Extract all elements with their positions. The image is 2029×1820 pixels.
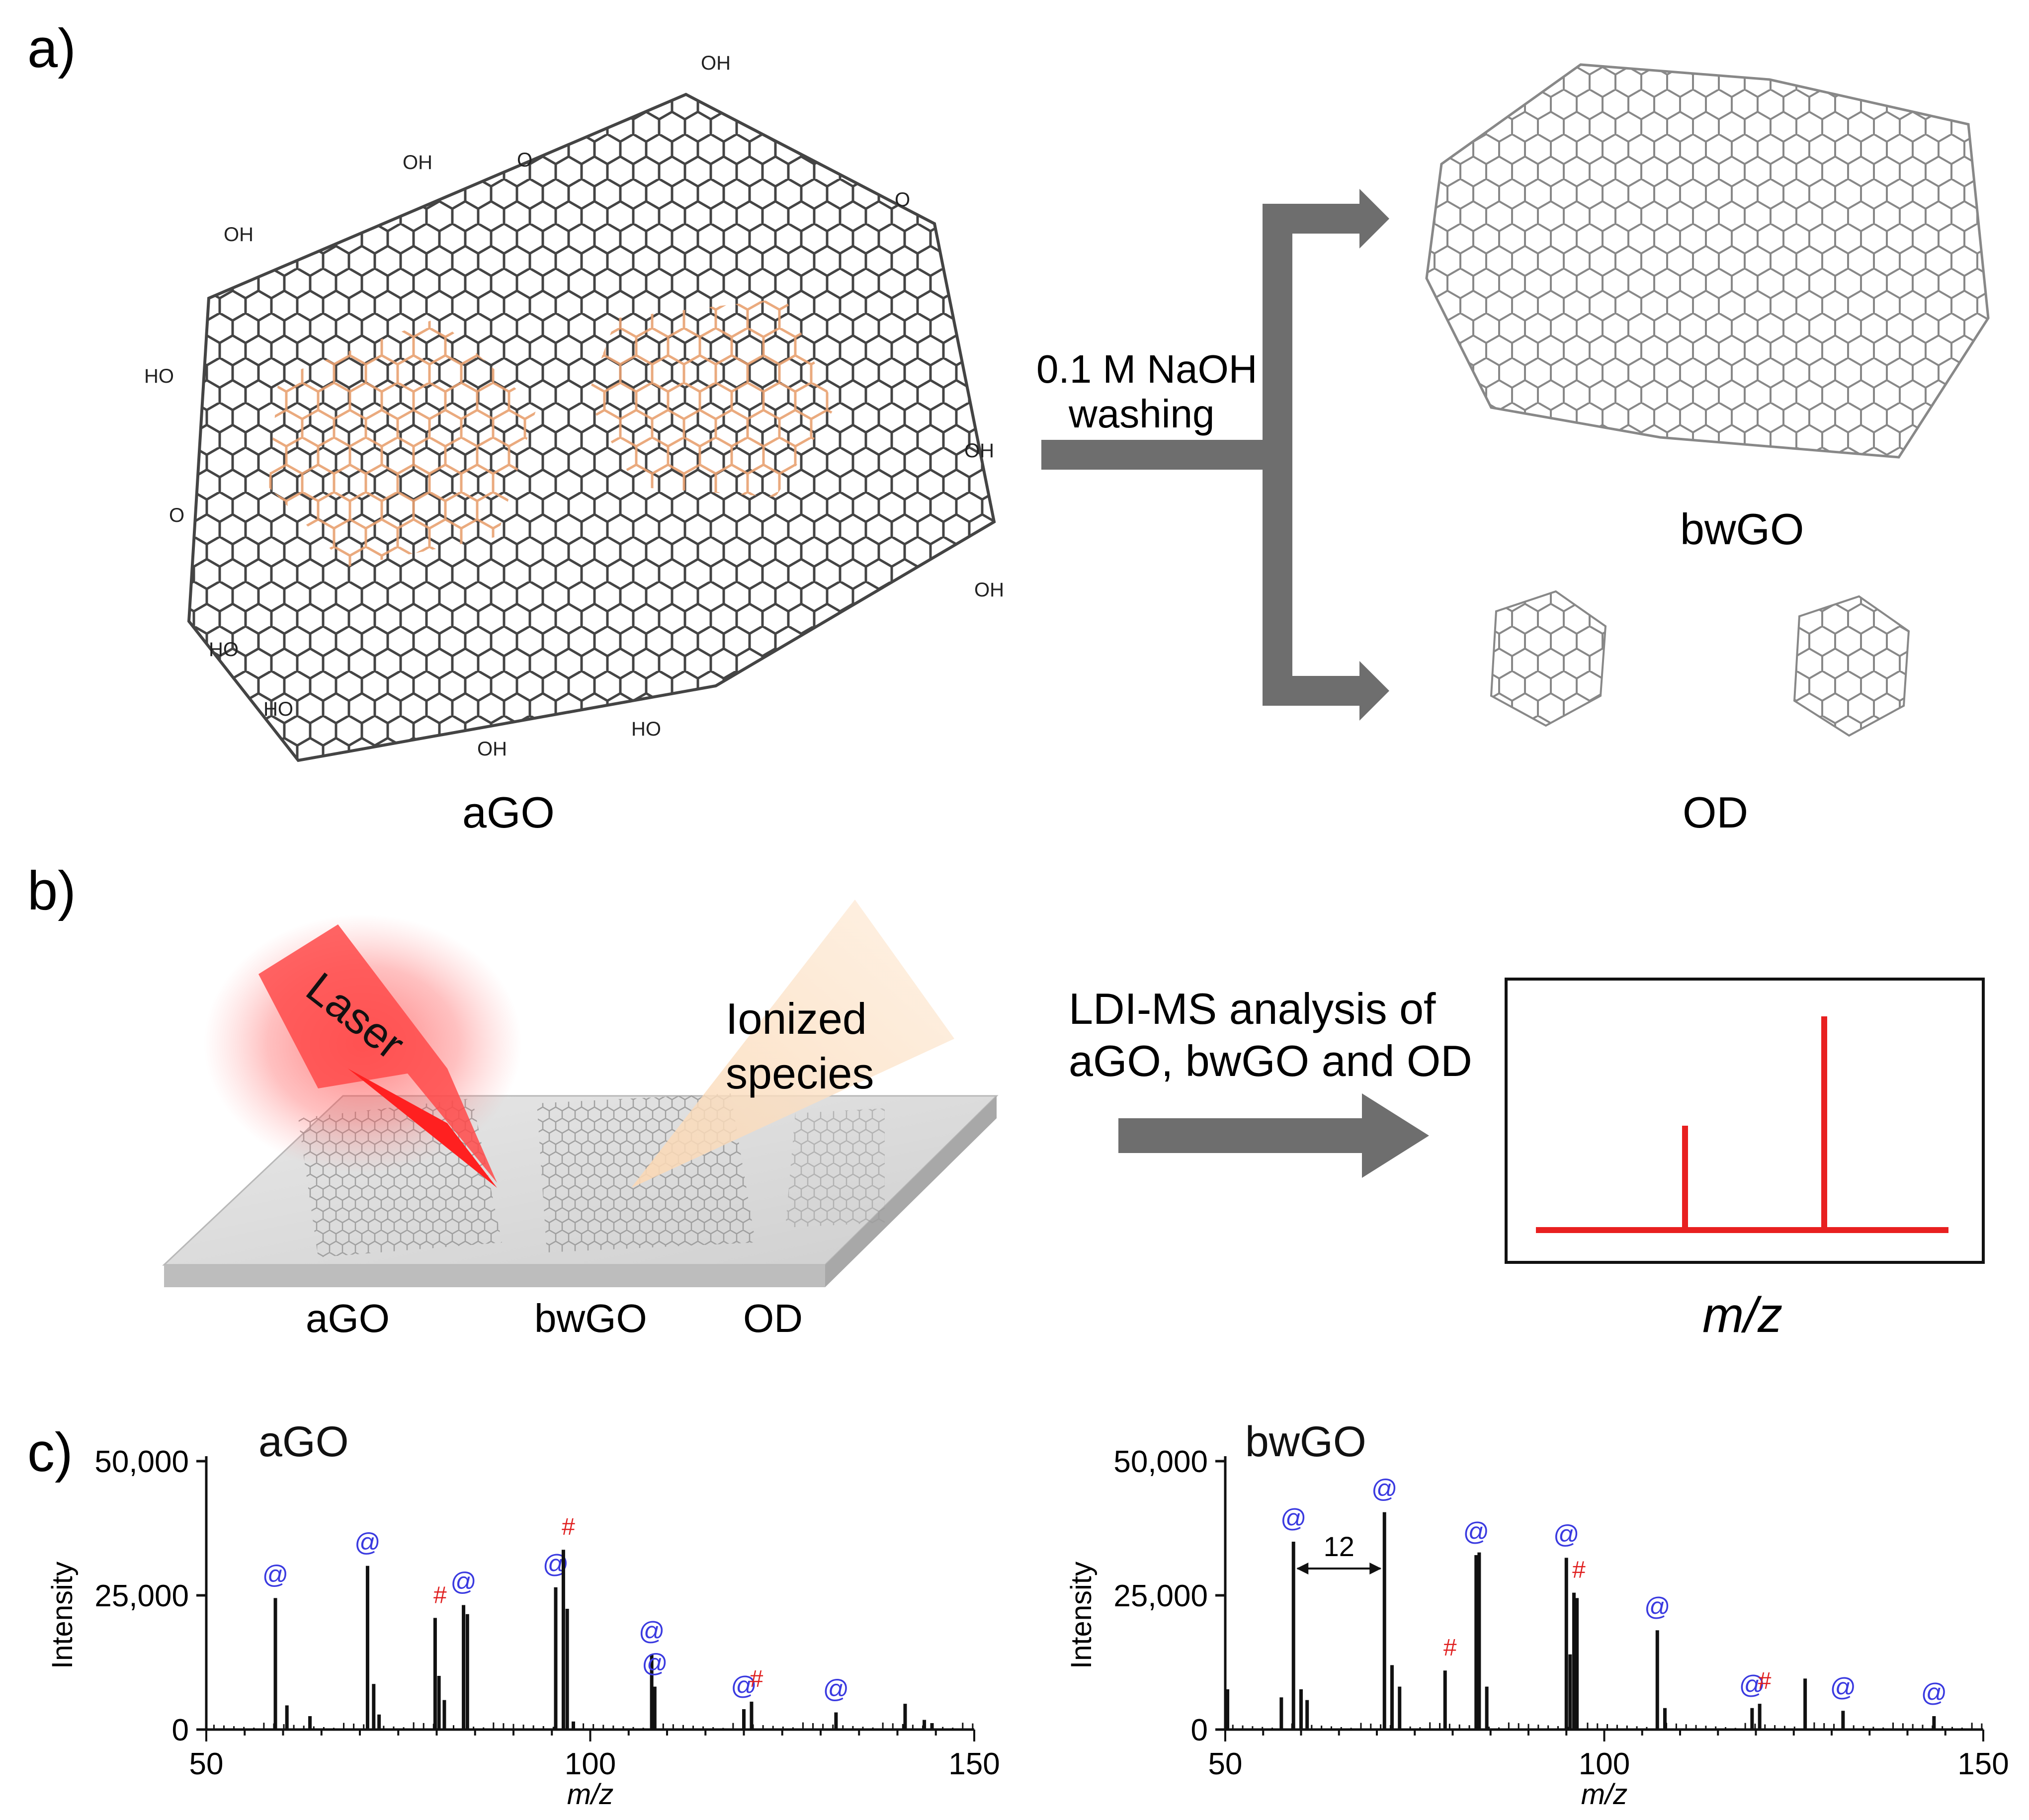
analysis-text-line1: LDI-MS analysis of xyxy=(1069,984,1436,1033)
naoh-text-line1: 0.1 M NaOH xyxy=(1036,347,1258,391)
peak-marker-at: @ xyxy=(1371,1475,1398,1503)
annotation-arrowhead xyxy=(1369,1563,1382,1574)
annotation-arrowhead xyxy=(1296,1563,1309,1574)
slide-label-bwgo: bwGO xyxy=(534,1296,647,1340)
chart-title: aGO xyxy=(258,1418,349,1466)
y-tick-label: 0 xyxy=(172,1713,189,1747)
peak-marker-at: @ xyxy=(1739,1670,1765,1699)
group-label: OH xyxy=(403,152,432,173)
ago-graphene-sheet: OH OH OH HO OH OH HO HO OH HO O O O xyxy=(144,52,1004,762)
ionized-plume xyxy=(631,900,954,1188)
peak-marker-at: @ xyxy=(262,1560,289,1589)
group-label: OH xyxy=(477,738,507,760)
x-axis-label: m/z xyxy=(1581,1778,1627,1811)
group-label: O xyxy=(169,504,184,526)
peak-marker-at: @ xyxy=(1553,1520,1580,1549)
ago-functional-groups: OH OH OH HO OH OH HO HO OH HO O O O xyxy=(144,52,1004,760)
peak-marker-at: @ xyxy=(1463,1517,1489,1546)
x-tick-label: 150 xyxy=(948,1747,1000,1781)
peak-marker-hash: # xyxy=(562,1514,575,1540)
panel-b-label: b) xyxy=(27,860,76,921)
annotation-label: 12 xyxy=(1324,1531,1354,1562)
ionized-text-line2: species xyxy=(726,1049,874,1098)
peak-marker-at: @ xyxy=(823,1674,849,1703)
peak-marker-at: @ xyxy=(1830,1673,1856,1702)
od-molecules xyxy=(1490,590,1910,737)
spectrum-xlabel: m/z xyxy=(1702,1287,1782,1343)
group-label: OH xyxy=(701,52,731,74)
group-label: HO xyxy=(209,639,239,661)
x-tick-label: 100 xyxy=(565,1747,616,1781)
peak-marker-at: @ xyxy=(1644,1592,1671,1621)
x-tick-label: 50 xyxy=(1208,1747,1243,1781)
peak-marker-at: @ xyxy=(731,1671,757,1700)
peak-marker-at: @ xyxy=(354,1528,381,1557)
ago-label: aGO xyxy=(462,788,555,837)
bwgo-label: bwGO xyxy=(1680,504,1804,554)
y-tick-label: 50,000 xyxy=(1113,1445,1208,1479)
x-tick-label: 150 xyxy=(1957,1747,2009,1781)
peak-marker-hash: # xyxy=(1443,1635,1457,1661)
chart-title: bwGO xyxy=(1245,1418,1366,1466)
peak-marker-at: @ xyxy=(1280,1504,1307,1533)
ionized-text-line1: Ionized xyxy=(726,994,867,1043)
panel-a-label: a) xyxy=(27,18,76,79)
bwgo-graphene-sheet xyxy=(1425,63,1990,459)
x-axis-label: m/z xyxy=(567,1778,613,1811)
peak-marker-at: @ xyxy=(450,1567,477,1596)
analysis-text-line2: aGO, bwGO and OD xyxy=(1069,1036,1472,1085)
peak-marker-hash: # xyxy=(1758,1668,1772,1694)
y-tick-label: 25,000 xyxy=(1113,1579,1208,1613)
group-label: HO xyxy=(263,698,293,720)
y-axis-label: Intensity xyxy=(1065,1562,1098,1669)
peak-marker-at: @ xyxy=(1921,1678,1947,1707)
y-tick-label: 50,000 xyxy=(94,1445,189,1479)
group-label: O xyxy=(895,189,910,211)
x-tick-label: 50 xyxy=(189,1747,224,1781)
group-label: OH xyxy=(974,579,1004,601)
analysis-arrow xyxy=(1118,1093,1429,1178)
branch-arrow xyxy=(1041,189,1389,721)
cartoon-spectrum xyxy=(1505,978,1985,1264)
y-axis-label: Intensity xyxy=(46,1562,79,1669)
group-label: HO xyxy=(631,718,661,740)
group-label: O xyxy=(517,149,532,171)
group-label: OH xyxy=(964,440,994,462)
ago-oxidized-debris xyxy=(268,298,835,567)
panel-c-label: c) xyxy=(27,1422,73,1483)
peak-marker-hash: # xyxy=(1572,1557,1586,1583)
laser-beam xyxy=(204,914,522,1188)
peak-marker-hash: # xyxy=(433,1582,447,1608)
y-tick-label: 25,000 xyxy=(94,1579,189,1613)
slide-label-od: OD xyxy=(743,1296,803,1340)
peak-marker-hash: # xyxy=(750,1666,763,1692)
slide-label-ago: aGO xyxy=(306,1296,390,1340)
group-label: HO xyxy=(144,365,174,387)
slide-od-spot xyxy=(785,1108,885,1228)
x-tick-label: 100 xyxy=(1579,1747,1630,1781)
od-label: OD xyxy=(1683,788,1748,837)
group-label: OH xyxy=(224,224,254,246)
peak-marker-at: @ xyxy=(642,1649,668,1678)
peak-marker-at: @ xyxy=(639,1617,665,1646)
y-tick-label: 0 xyxy=(1191,1713,1208,1747)
naoh-text-line2: washing xyxy=(1068,392,1215,436)
